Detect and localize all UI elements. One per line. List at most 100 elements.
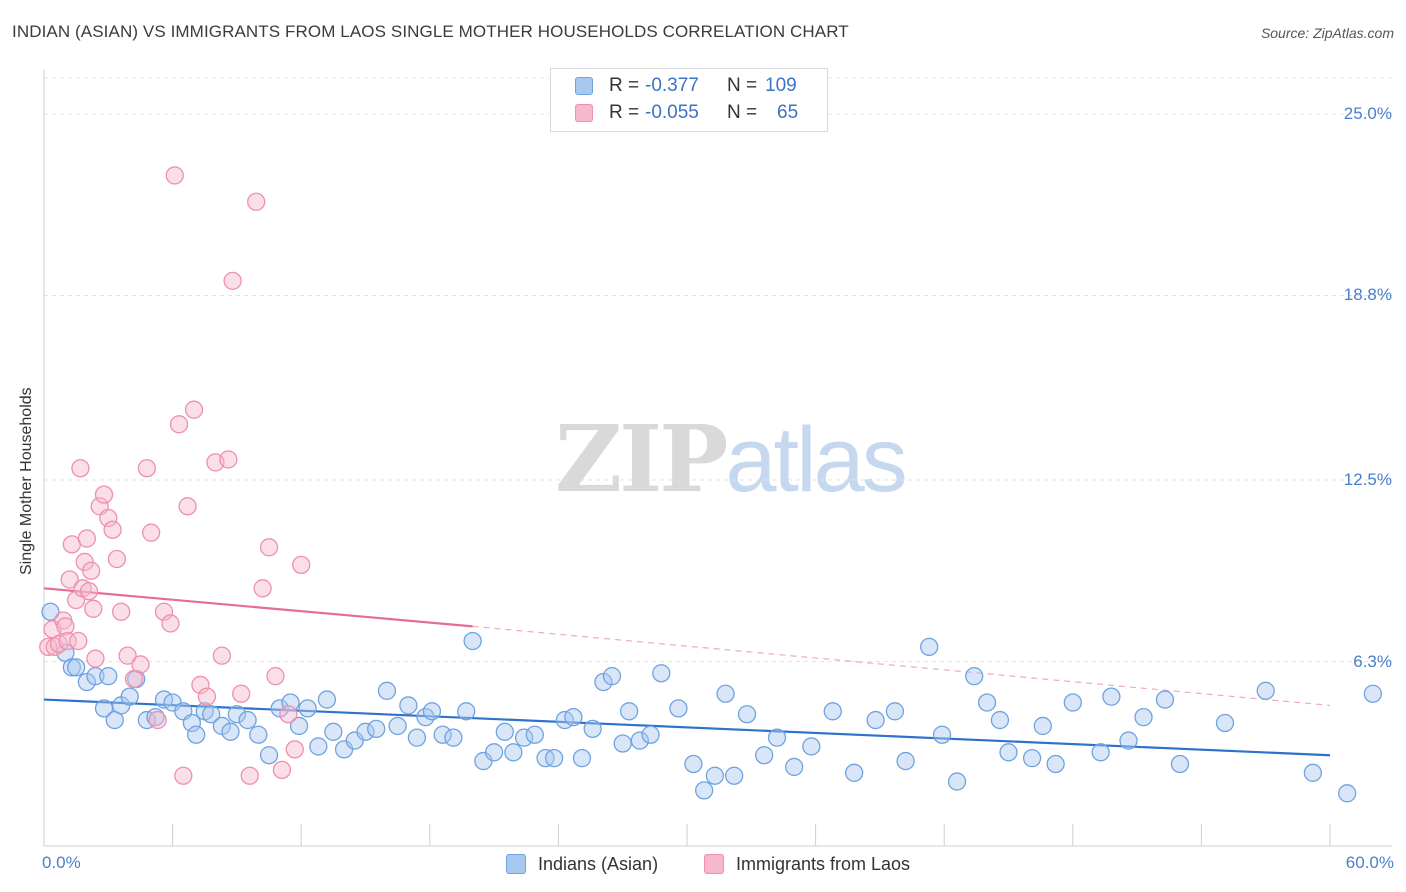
data-point (716, 684, 735, 703)
data-point (866, 710, 885, 730)
data-point (669, 699, 688, 718)
data-point (202, 705, 221, 724)
data-point (1091, 743, 1110, 762)
data-point (86, 649, 105, 668)
data-point (281, 693, 300, 712)
data-point (56, 617, 75, 636)
data-point (932, 725, 952, 744)
chart-title: INDIAN (ASIAN) VS IMMIGRANTS FROM LAOS S… (12, 22, 849, 41)
trend-lines (43, 587, 1331, 757)
data-point (112, 602, 131, 621)
data-point (1337, 784, 1357, 803)
legend-swatch-indians (506, 854, 526, 874)
data-point (990, 710, 1010, 730)
n-value: 65 (777, 102, 799, 123)
data-point (1102, 687, 1121, 706)
data-point (802, 737, 821, 756)
data-point (1170, 754, 1190, 774)
legend-stats: R = -0.377 N = 109 R = -0.055 N = 65 (550, 68, 828, 132)
data-point (309, 737, 328, 756)
data-point (67, 658, 86, 677)
data-point (755, 746, 774, 765)
legend-row-laos: R = -0.055 N = 65 (575, 101, 798, 125)
data-point (694, 781, 714, 800)
data-point (227, 705, 247, 724)
r-value: -0.377 (645, 75, 699, 96)
data-point (1155, 690, 1175, 709)
data-point (154, 602, 174, 621)
data-point (169, 415, 189, 434)
n-label: N = (727, 102, 758, 123)
data-point (1022, 749, 1042, 768)
data-point (484, 743, 504, 762)
data-point (737, 705, 757, 724)
data-point (652, 664, 671, 683)
n-label: N = (727, 75, 758, 96)
data-point (60, 570, 79, 589)
data-point (885, 702, 905, 721)
data-point (1256, 681, 1275, 700)
data-point (142, 523, 161, 542)
data-point (39, 637, 58, 657)
legend-swatch-indians (575, 77, 593, 95)
trend-line-1 (43, 587, 473, 628)
legend-swatch-laos (704, 854, 724, 874)
data-point (182, 713, 202, 733)
data-point (178, 497, 197, 516)
y-tick-label: 25.0% (1343, 103, 1392, 123)
n-value: 109 (765, 75, 797, 96)
data-point (58, 631, 77, 651)
data-point (1063, 693, 1082, 712)
data-point (705, 766, 725, 785)
data-point (1134, 708, 1153, 727)
data-point (1033, 716, 1052, 736)
data-point (266, 667, 285, 686)
data-point (272, 760, 292, 780)
data-point (67, 590, 86, 610)
chart-source: Source: ZipAtlas.com (1260, 25, 1394, 41)
data-point (298, 699, 317, 718)
data-point (285, 740, 304, 759)
data-point (232, 684, 251, 703)
data-point (161, 614, 180, 633)
data-point (602, 667, 622, 686)
data-point (613, 734, 632, 753)
data-point (564, 708, 583, 727)
trend-extension-1 (472, 625, 1331, 707)
data-point (212, 646, 232, 665)
data-point (41, 602, 60, 621)
data-point (377, 681, 397, 700)
data-point (684, 754, 703, 774)
y-tick-label: 12.5% (1343, 469, 1392, 489)
data-point (99, 667, 118, 686)
y-tick-label: 6.3% (1353, 651, 1392, 671)
data-point (191, 675, 210, 695)
legend-item-laos[interactable]: Immigrants from Laos (704, 851, 910, 877)
data-point (619, 702, 639, 721)
data-point (977, 693, 997, 712)
r-value: -0.055 (645, 102, 699, 123)
data-point (82, 561, 101, 580)
data-point (94, 485, 114, 504)
data-point (965, 667, 984, 686)
data-point (259, 746, 279, 765)
data-point (422, 702, 442, 721)
x-tick-label-min: 0.0% (42, 853, 81, 872)
data-point (630, 731, 649, 750)
data-point (947, 772, 967, 791)
data-point (103, 520, 122, 539)
series-1 (39, 166, 311, 785)
data-point (1119, 731, 1138, 750)
data-point (896, 751, 915, 771)
data-point (583, 719, 602, 739)
data-point (823, 702, 842, 721)
data-point (223, 271, 242, 290)
data-point (1363, 684, 1383, 703)
data-point (1215, 713, 1235, 733)
data-point (399, 696, 418, 715)
data-point (433, 725, 452, 744)
gridlines (44, 77, 1392, 663)
legend-label: Immigrants from Laos (736, 853, 911, 874)
legend-item-indians[interactable]: Indians (Asian) (506, 851, 658, 877)
data-point (367, 719, 386, 739)
